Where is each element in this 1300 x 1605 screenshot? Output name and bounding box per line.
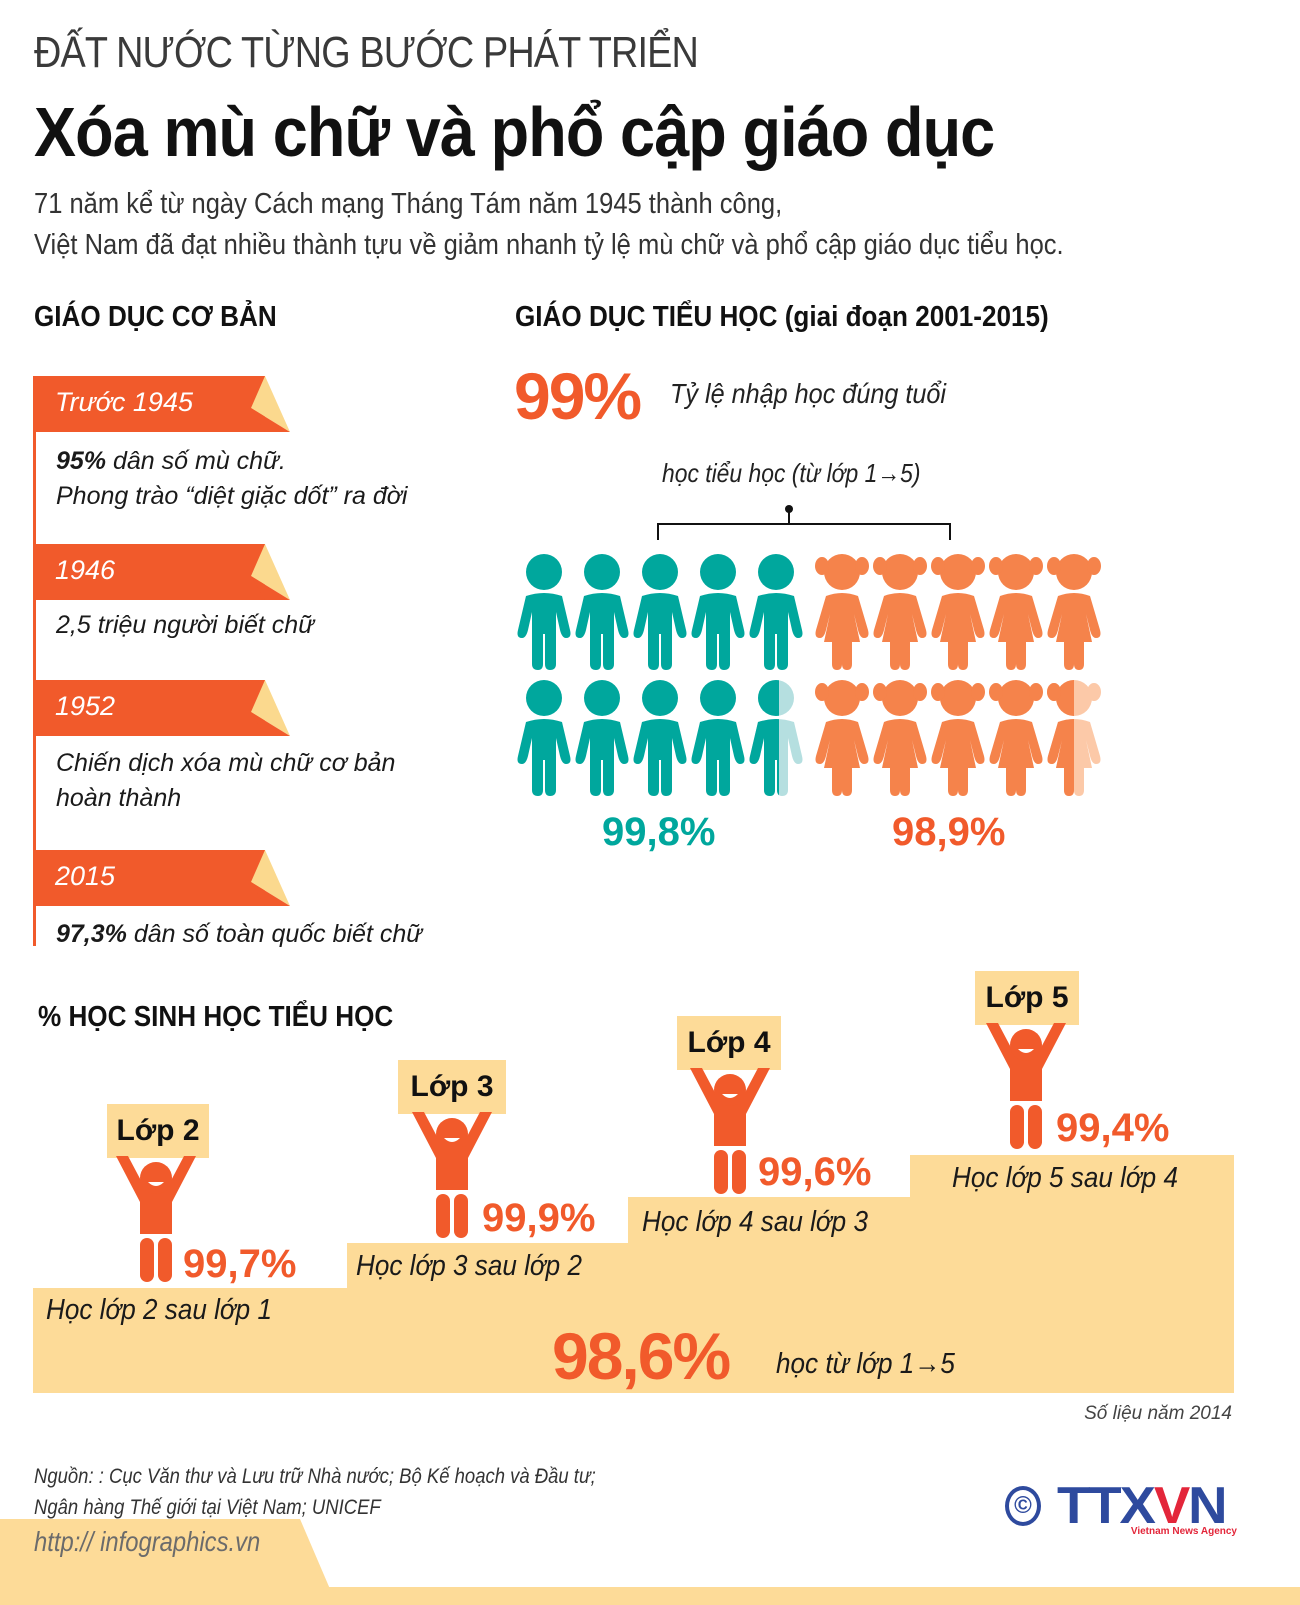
cheering-student-icon <box>986 1023 1066 1149</box>
total-completion-caption: học từ lớp 1→5 <box>776 1348 955 1380</box>
folded-corner-icon <box>245 544 290 600</box>
folded-corner-icon <box>245 680 290 736</box>
timeline-text-2015: 97,3% dân số toàn quốc biết chữ <box>56 920 423 948</box>
progression-heading: % HỌC SINH HỌC TIỂU HỌC <box>38 1001 394 1033</box>
basic-education-heading: GIÁO DỤC CƠ BẢN <box>34 301 277 333</box>
timeline-text-1952: Chiến dịch xóa mù chữ cơ bản hoàn thành <box>56 749 396 812</box>
source-text: Nguồn: : Cục Văn thư và Lưu trữ Nhà nước… <box>34 1465 596 1519</box>
step-block-1 <box>33 1288 348 1393</box>
intro-line-1: 71 năm kể từ ngày Cách mạng Tháng Tám nă… <box>34 188 783 220</box>
children-pictogram <box>517 554 1101 796</box>
step-pct-5: 99,4% <box>1056 1106 1170 1150</box>
bracket-label: học tiểu học (từ lớp 1→5) <box>662 458 921 488</box>
total-completion-pct: 98,6% <box>552 1319 731 1393</box>
step-caption-5: Học lớp 5 sau lớp 4 <box>952 1162 1178 1194</box>
step-block-2 <box>347 1243 629 1393</box>
step-pct-2: 99,7% <box>183 1242 297 1286</box>
step-block-4 <box>910 1155 1234 1393</box>
kicker: ĐẤT NƯỚC TỪNG BƯỚC PHÁT TRIỂN <box>34 28 699 77</box>
ttxvn-logo: © TTXVN Vietnam News Agency <box>1005 1477 1245 1542</box>
girls-completion-pct: 98,9% <box>892 810 1006 854</box>
data-year-note: Số liệu năm 2014 <box>1084 1403 1232 1424</box>
grade-tag-2: Lớp 2 <box>107 1104 209 1158</box>
grade-tag-4: Lớp 4 <box>677 1016 781 1070</box>
intro-text: 71 năm kể từ ngày Cách mạng Tháng Tám nă… <box>34 184 1064 266</box>
timeline-text-1946: 2,5 triệu người biết chữ <box>56 611 315 639</box>
step-caption-3: Học lớp 3 sau lớp 2 <box>356 1250 582 1282</box>
step-pct-4: 99,6% <box>758 1150 872 1194</box>
cheering-student-icon <box>116 1156 196 1282</box>
step-pct-3: 99,9% <box>482 1196 596 1240</box>
step-caption-2: Học lớp 2 sau lớp 1 <box>46 1294 272 1326</box>
primary-education-heading: GIÁO DỤC TIỂU HỌC (giai đoạn 2001-2015) <box>515 301 1049 333</box>
enrollment-label: Tỷ lệ nhập học đúng tuổi <box>670 378 947 409</box>
folded-corner-icon <box>245 850 290 906</box>
timeline-tag-2015: 2015 <box>33 850 265 906</box>
grade-tag-3: Lớp 3 <box>398 1060 506 1114</box>
grade-tag-5: Lớp 5 <box>975 971 1079 1025</box>
step-block-3 <box>628 1197 911 1393</box>
timeline-tag-1946: 1946 <box>33 544 265 600</box>
enrollment-value: 99% <box>514 359 642 433</box>
copyright-icon: © <box>1005 1486 1041 1526</box>
logo-wordmark: TTXVN <box>1057 1477 1228 1535</box>
cheering-student-icon <box>412 1112 492 1238</box>
footer-tab <box>0 1519 330 1589</box>
timeline-tag-1952: 1952 <box>33 680 265 736</box>
cheering-student-icon <box>690 1068 770 1194</box>
timeline-tag-before-1945: Trước 1945 <box>33 376 265 432</box>
step-caption-4: Học lớp 4 sau lớp 3 <box>642 1206 868 1238</box>
folded-corner-icon <box>245 376 290 432</box>
footer-band <box>0 1587 1300 1605</box>
timeline-line <box>33 376 36 946</box>
timeline-text-before-1945: 95% dân số mù chữ. Phong trào “diệt giặc… <box>56 447 408 510</box>
page-title: Xóa mù chữ và phổ cập giáo dục <box>34 93 995 171</box>
website-link[interactable]: http:// infographics.vn <box>34 1526 261 1557</box>
boys-completion-pct: 99,8% <box>602 810 716 854</box>
intro-line-2: Việt Nam đã đạt nhiều thành tựu về giảm … <box>34 229 1064 261</box>
bracket-connector <box>657 505 951 540</box>
logo-subtitle: Vietnam News Agency <box>1130 1526 1237 1537</box>
